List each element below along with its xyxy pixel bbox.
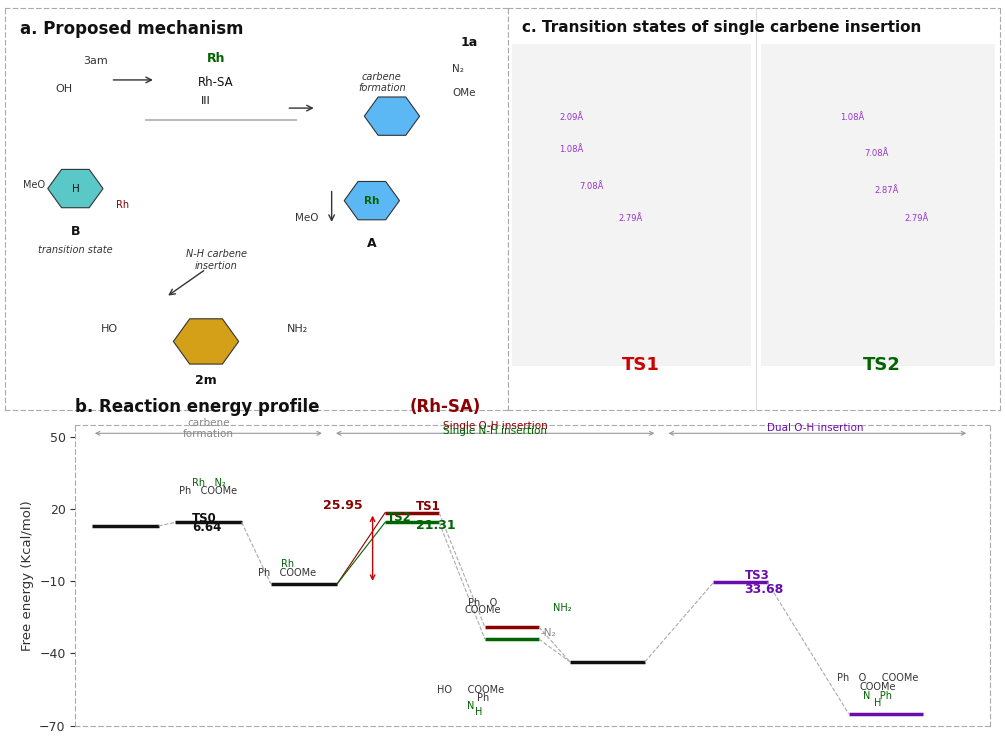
Text: MeO: MeO: [23, 180, 45, 190]
Text: B: B: [70, 225, 80, 238]
Text: 2.09Å: 2.09Å: [560, 113, 584, 122]
Text: 6.64: 6.64: [192, 520, 221, 534]
Text: 7.08Å: 7.08Å: [579, 181, 603, 190]
Text: Dual O-H insertion: Dual O-H insertion: [767, 423, 863, 433]
Text: transition state: transition state: [38, 245, 113, 255]
Text: 1.08Å: 1.08Å: [840, 113, 864, 122]
Text: N: N: [466, 702, 474, 711]
Text: Rh-SA: Rh-SA: [198, 76, 234, 89]
Text: OH: OH: [55, 84, 72, 94]
Text: Rh: Rh: [207, 52, 225, 65]
Text: NH₂: NH₂: [554, 603, 572, 613]
Text: (Rh-SA): (Rh-SA): [410, 398, 481, 416]
Text: Ph   O     COOMe: Ph O COOMe: [837, 672, 919, 683]
Text: HO: HO: [100, 324, 118, 335]
Text: -N₂: -N₂: [541, 628, 557, 638]
Text: Single N-H insertion: Single N-H insertion: [443, 426, 548, 436]
Text: TS3: TS3: [745, 569, 770, 582]
Text: OMe: OMe: [452, 88, 475, 98]
Text: 25.95: 25.95: [323, 499, 362, 512]
Text: TS1: TS1: [416, 500, 441, 513]
Text: A: A: [367, 237, 377, 250]
Text: COOMe: COOMe: [859, 682, 895, 692]
Text: Ph: Ph: [476, 693, 488, 703]
Text: Single O-H insertion: Single O-H insertion: [443, 421, 548, 431]
Text: NH₂: NH₂: [286, 324, 308, 335]
Text: H: H: [475, 708, 482, 717]
Text: 2.79Å: 2.79Å: [904, 214, 929, 223]
Text: TS2: TS2: [863, 356, 900, 374]
Text: carbene
formation: carbene formation: [358, 72, 406, 93]
Text: a. Proposed mechanism: a. Proposed mechanism: [20, 20, 243, 38]
Text: Rh: Rh: [280, 559, 293, 569]
Text: 2.87Å: 2.87Å: [874, 186, 898, 195]
Text: Ph   COOMe: Ph COOMe: [258, 568, 317, 578]
Text: N   Ph: N Ph: [863, 690, 892, 701]
Text: H: H: [71, 183, 79, 193]
Text: H: H: [874, 698, 881, 708]
Text: III: III: [201, 96, 211, 106]
Text: 33.68: 33.68: [745, 584, 784, 596]
Text: TS0: TS0: [192, 512, 216, 525]
Bar: [513, 44, 752, 365]
Text: COOMe: COOMe: [464, 605, 501, 615]
Text: carbene
formation: carbene formation: [183, 417, 234, 439]
Text: MeO: MeO: [294, 213, 319, 223]
Text: Ph   COOMe: Ph COOMe: [179, 486, 237, 496]
Text: Rh   N₂: Rh N₂: [192, 478, 225, 487]
Text: N-H carbene
insertion: N-H carbene insertion: [186, 249, 246, 271]
Text: Rh: Rh: [364, 196, 380, 205]
Text: 1.08Å: 1.08Å: [560, 145, 584, 154]
Text: TS2: TS2: [387, 511, 412, 524]
Bar: [761, 44, 995, 365]
Text: 2.79Å: 2.79Å: [618, 214, 643, 223]
Text: Rh: Rh: [116, 200, 129, 210]
Text: 21.31: 21.31: [416, 520, 456, 532]
Text: 1a: 1a: [460, 35, 477, 49]
Text: 3am: 3am: [83, 56, 108, 65]
Text: Ph   O: Ph O: [468, 598, 497, 608]
Text: N₂: N₂: [452, 64, 464, 74]
Text: HO     COOMe: HO COOMe: [437, 684, 504, 695]
Text: 7.08Å: 7.08Å: [864, 150, 889, 159]
Text: b. Reaction energy profile: b. Reaction energy profile: [75, 398, 326, 416]
Text: c. Transition states of single carbene insertion: c. Transition states of single carbene i…: [523, 20, 922, 35]
Text: 2m: 2m: [195, 374, 217, 387]
Y-axis label: Free energy (Kcal/mol): Free energy (Kcal/mol): [20, 500, 33, 650]
Text: TS1: TS1: [621, 356, 659, 374]
